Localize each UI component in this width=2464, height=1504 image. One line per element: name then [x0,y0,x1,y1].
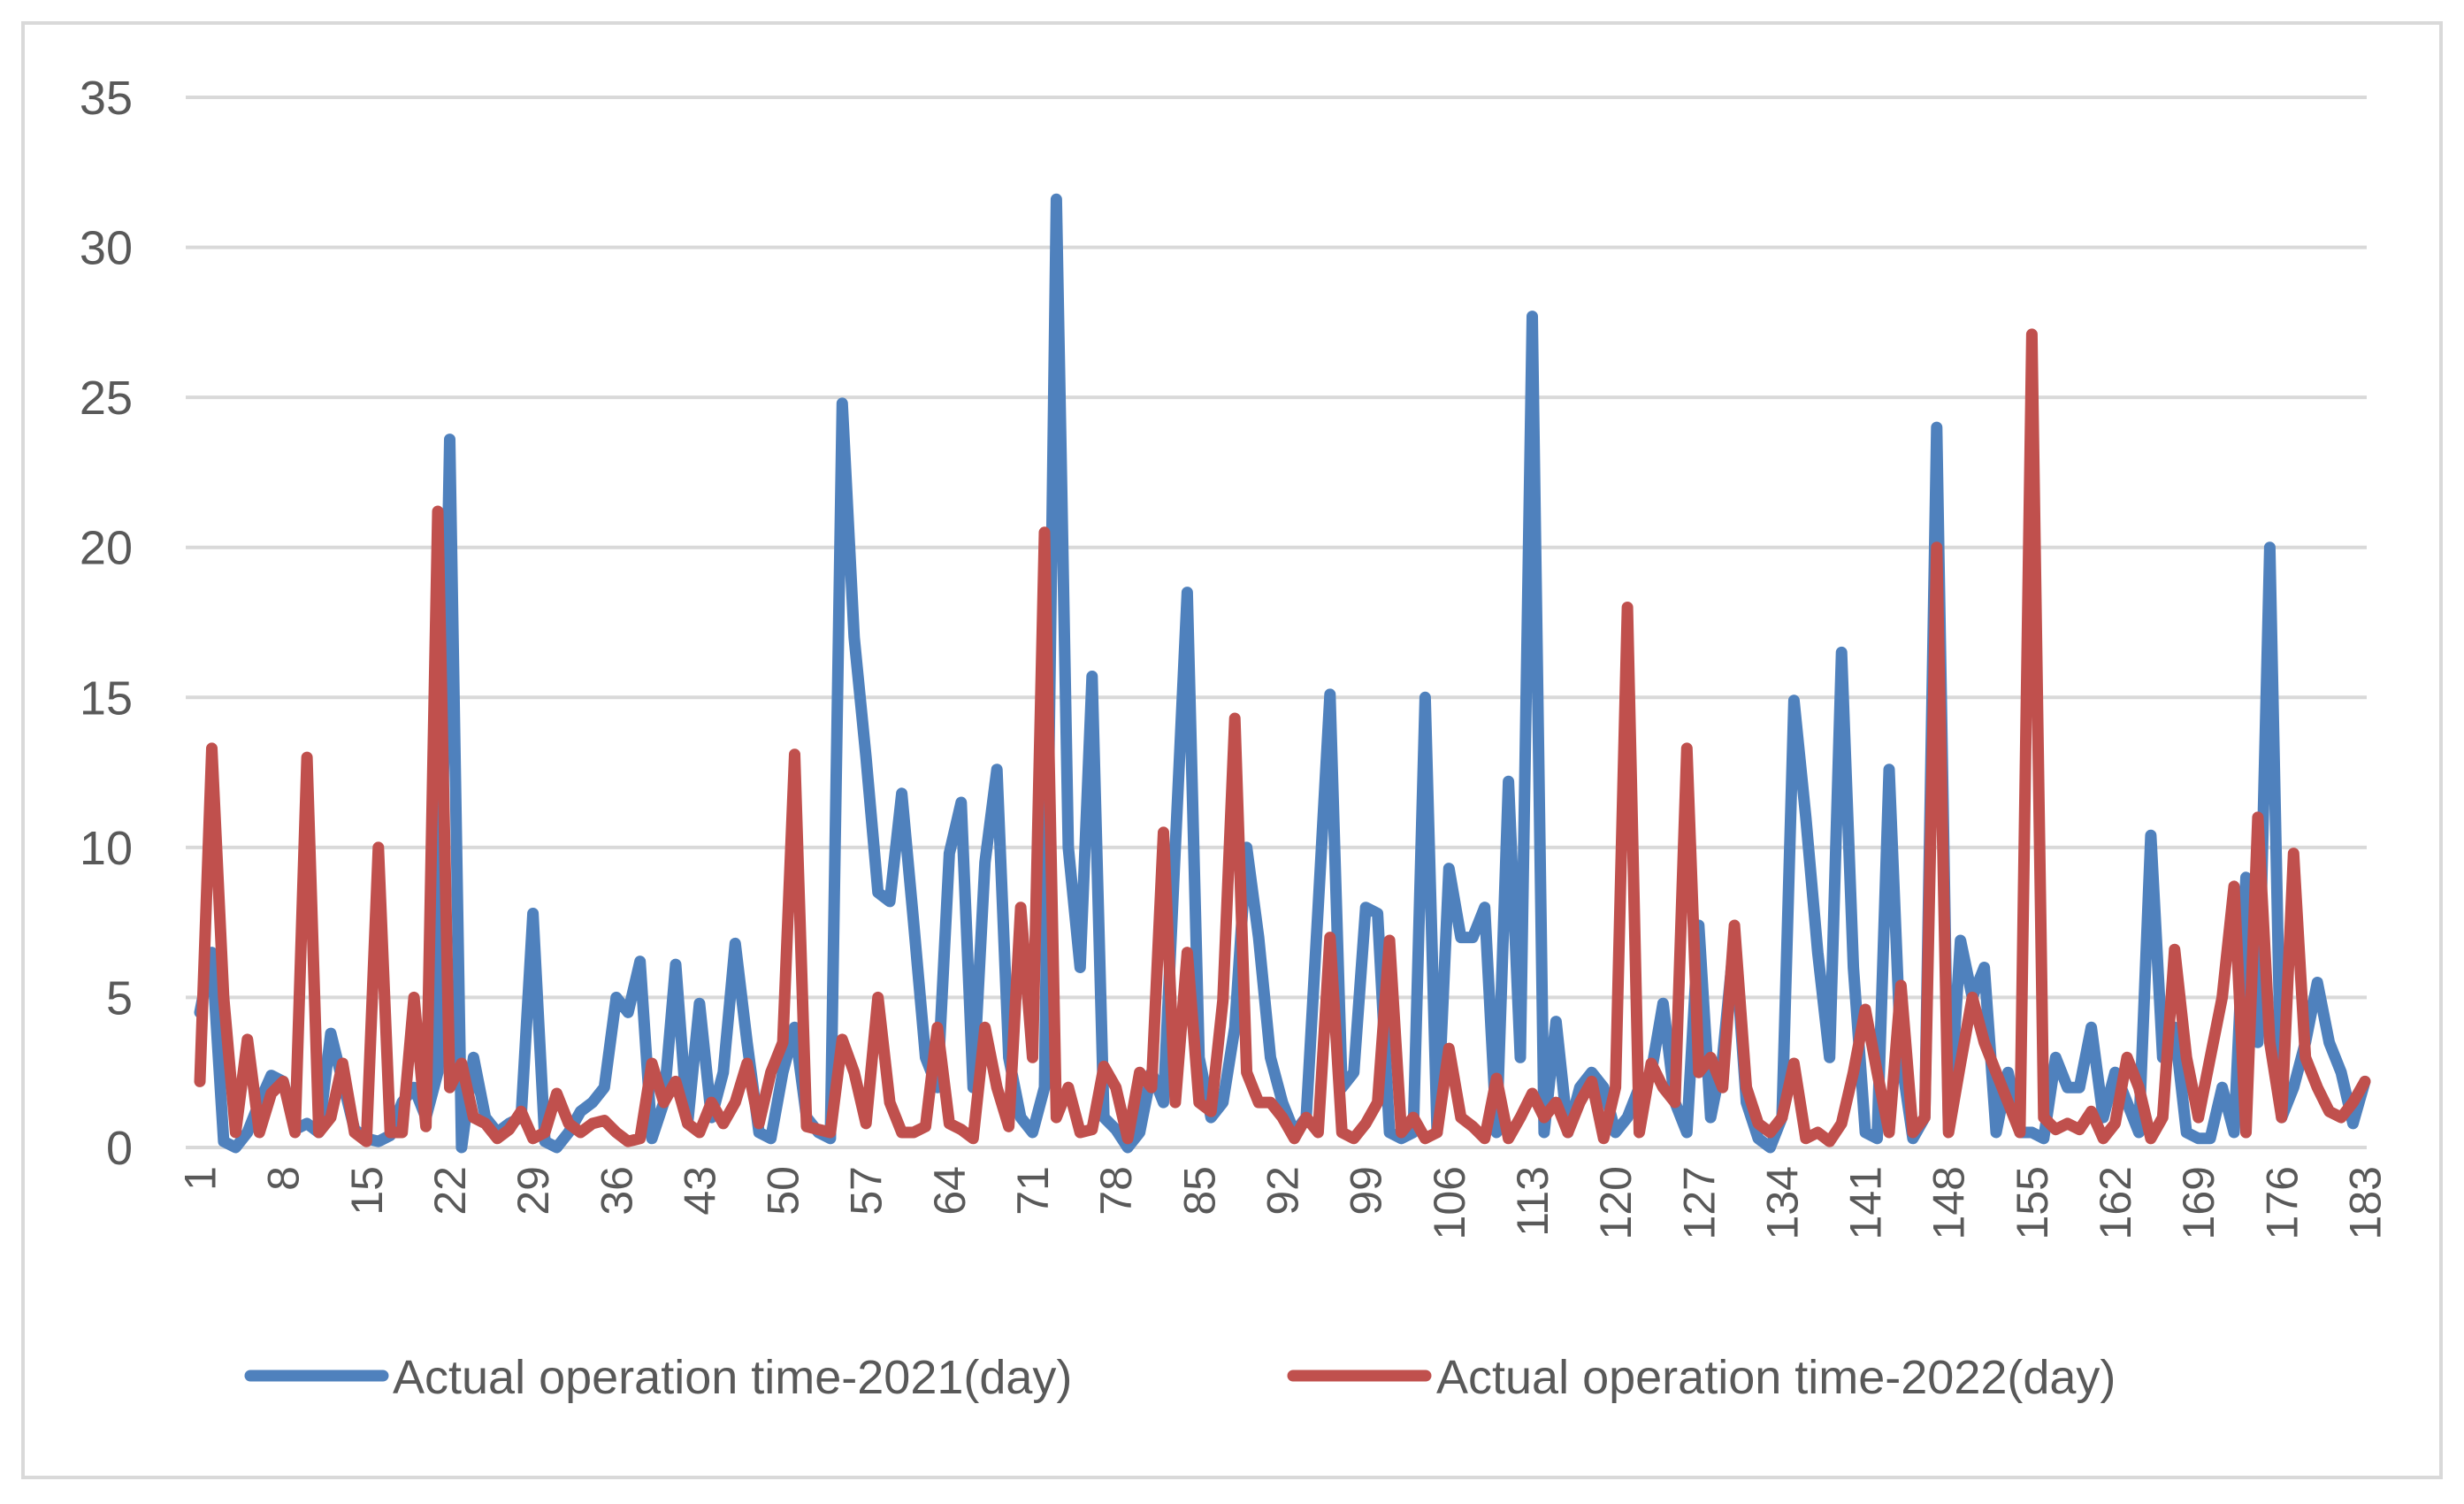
x-tick-label: 92 [1259,1166,1308,1216]
x-tick-label: 36 [592,1166,641,1216]
legend-label-2021: Actual operation time-2021(day) [393,1351,1072,1404]
y-tick-label: 25 [80,372,133,425]
y-tick-label: 15 [80,671,133,725]
x-tick-label: 120 [1591,1166,1641,1239]
x-tick-label: 148 [1925,1166,1974,1239]
x-tick-label: 141 [1841,1166,1891,1239]
x-tick-label: 169 [2174,1166,2223,1239]
x-tick-label: 57 [842,1166,891,1216]
series-lines [194,193,2371,1154]
x-tick-label: 106 [1425,1166,1474,1239]
x-tick-label: 64 [925,1166,975,1216]
x-tick-label: 15 [342,1166,392,1216]
x-tick-label: 50 [759,1166,808,1216]
x-tick-label: 162 [2091,1166,2140,1239]
y-tick-label: 0 [106,1122,133,1175]
x-axis-tick-labels: 1 8 15 22 29 36 43 50 57 64 71 78 85 92 99 106 113 120 127… [176,1166,2391,1239]
legend: Actual operation time-2021(day) Actual o… [244,1351,2116,1404]
x-tick-label: 127 [1674,1166,1724,1239]
y-tick-label: 35 [80,72,133,125]
x-tick-label: 113 [1508,1166,1557,1237]
y-tick-label: 10 [80,822,133,875]
x-tick-label: 22 [425,1166,475,1216]
x-tick-label: 176 [2257,1166,2307,1239]
y-tick-label: 20 [80,522,133,575]
x-tick-label: 99 [1342,1166,1391,1216]
x-tick-label: 71 [1008,1166,1058,1216]
legend-label-2022: Actual operation time-2022(day) [1436,1351,2116,1404]
y-tick-label: 30 [80,222,133,275]
x-tick-label: 1 [176,1166,226,1191]
series-line-2022 [194,328,2371,1147]
y-axis-tick-labels: 0 5 10 15 20 25 30 35 [80,72,133,1175]
x-tick-label: 155 [2008,1166,2057,1239]
x-tick-label: 134 [1757,1166,1807,1239]
x-tick-label: 43 [675,1166,724,1216]
x-tick-label: 183 [2341,1166,2391,1239]
x-tick-label: 8 [259,1166,309,1191]
x-tick-label: 78 [1091,1166,1141,1216]
x-tick-label: 85 [1175,1166,1224,1216]
x-tick-label: 29 [509,1166,558,1216]
y-tick-label: 5 [106,971,133,1024]
